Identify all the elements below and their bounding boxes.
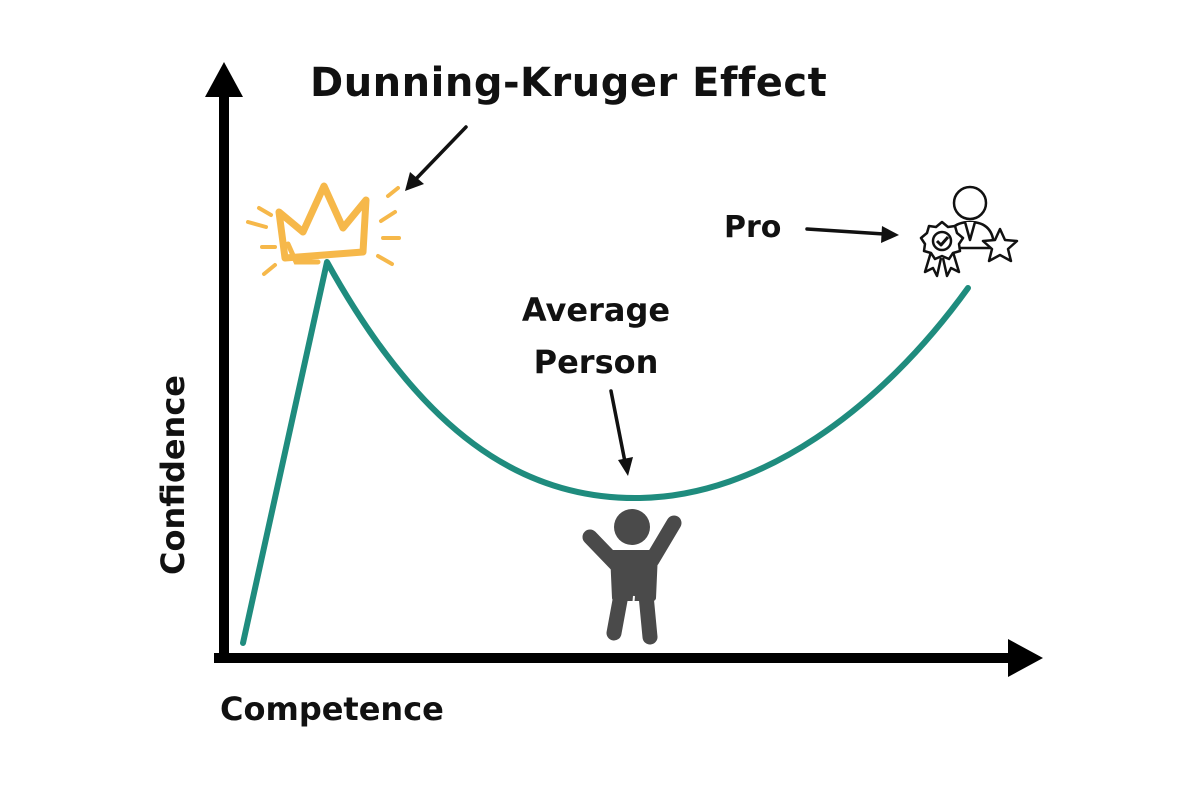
diagram-title: Dunning-Kruger Effect	[310, 60, 828, 106]
y-axis-arrowhead	[205, 62, 243, 97]
crown-icon	[246, 182, 401, 276]
confidence-curve	[240, 259, 971, 646]
pro-pointer-arrow	[805, 226, 899, 243]
expert-award-icon	[919, 185, 1019, 278]
pro-label: Pro	[724, 210, 782, 245]
x-axis-label: Competence	[220, 690, 444, 728]
x-axis-arrowhead	[1008, 639, 1043, 677]
axes	[205, 62, 1043, 677]
cheering-person-icon	[582, 509, 682, 645]
average-person-label: Average Person	[496, 284, 696, 388]
average-pointer-arrow	[609, 389, 633, 476]
title-pointer-arrow	[405, 125, 468, 191]
average-person-label-line2: Person	[533, 343, 659, 381]
average-person-label-line1: Average	[521, 291, 671, 329]
y-axis-label: Confidence	[154, 374, 192, 576]
